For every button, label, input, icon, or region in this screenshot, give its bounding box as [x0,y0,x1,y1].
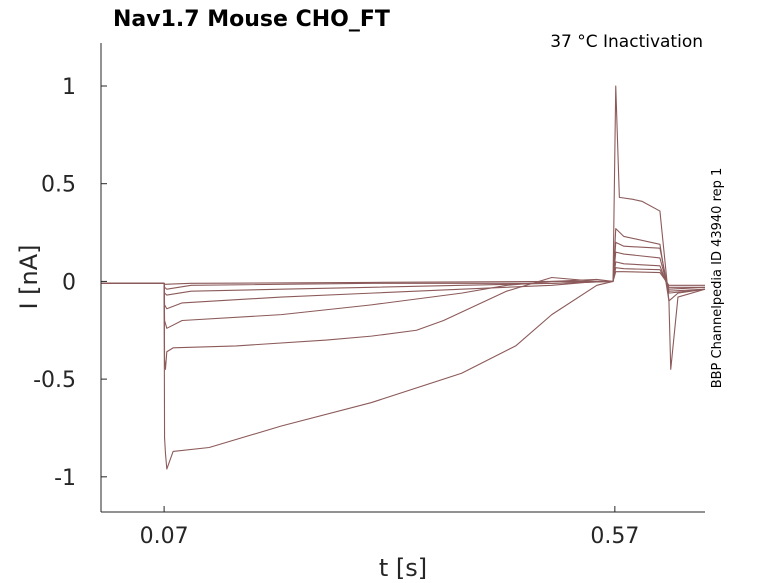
y-tick-label: -1 [54,466,76,491]
y-tick-label: 1 [62,75,76,100]
current-trace-7 [101,271,705,286]
y-tick-label: 0 [62,270,76,295]
plot-area: -1 -0.5 0 0.5 1 0.07 0.57 [33,43,706,549]
current-trace-6 [101,267,705,290]
y-axis-label: I [nA] [15,244,43,309]
traces-group [101,85,706,470]
current-trace-4 [101,251,706,310]
current-trace-3 [101,241,706,329]
x-axis-label: t [s] [379,554,427,582]
y-tick-label: -0.5 [33,368,76,393]
dataset-id-label: BBP Channelpedia ID 43940 rep 1 [710,168,725,389]
y-tick-label: 0.5 [41,173,76,198]
x-ticks: 0.07 0.57 [140,506,639,549]
current-trace-1 [101,85,706,470]
chart-subtitle: 37 °C Inactivation [550,32,703,52]
x-tick-label: 0.07 [140,524,189,549]
chart-title: Nav1.7 Mouse CHO_FT [113,7,390,32]
y-ticks: -1 -0.5 0 0.5 1 [33,75,107,491]
x-tick-label: 0.57 [590,524,639,549]
current-trace-2 [101,228,706,370]
current-trace-5 [101,261,706,296]
